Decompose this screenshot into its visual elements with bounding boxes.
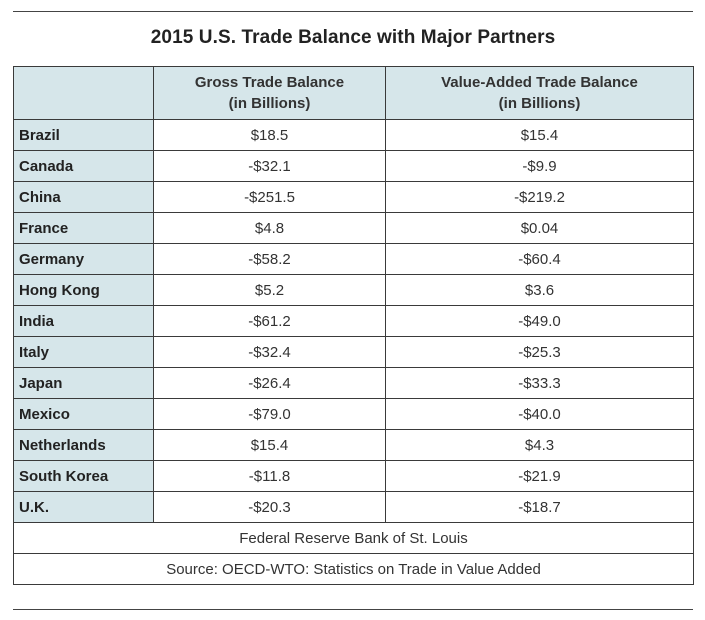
country-cell: France — [13, 212, 154, 244]
value-added-balance-cell: $4.3 — [385, 429, 694, 461]
table-row: Brazil $18.5 $15.4 — [13, 119, 694, 151]
credit-row: Federal Reserve Bank of St. Louis — [13, 522, 694, 554]
country-cell: India — [13, 305, 154, 337]
value-added-balance-cell: -$49.0 — [385, 305, 694, 337]
bottom-divider — [13, 609, 693, 610]
value-added-balance-cell: -$60.4 — [385, 243, 694, 275]
gross-balance-cell: -$251.5 — [153, 181, 386, 213]
country-cell: China — [13, 181, 154, 213]
gross-balance-cell: -$20.3 — [153, 491, 386, 523]
value-added-balance-cell: $3.6 — [385, 274, 694, 306]
table-row: India -$61.2 -$49.0 — [13, 305, 694, 337]
country-cell: South Korea — [13, 460, 154, 492]
country-cell: Japan — [13, 367, 154, 399]
value-added-balance-cell: $15.4 — [385, 119, 694, 151]
table-row: Netherlands $15.4 $4.3 — [13, 429, 694, 461]
header-gross-line2: (in Billions) — [228, 95, 311, 112]
header-row: Gross Trade Balance (in Billions) Value-… — [13, 66, 694, 120]
gross-balance-cell: $18.5 — [153, 119, 386, 151]
gross-balance-cell: -$79.0 — [153, 398, 386, 430]
table-row: Hong Kong $5.2 $3.6 — [13, 274, 694, 306]
value-added-balance-cell: -$40.0 — [385, 398, 694, 430]
table-title: 2015 U.S. Trade Balance with Major Partn… — [150, 27, 556, 48]
gross-balance-cell: -$26.4 — [153, 367, 386, 399]
gross-balance-cell: $5.2 — [153, 274, 386, 306]
country-cell: Canada — [13, 150, 154, 182]
value-added-balance-cell: -$9.9 — [385, 150, 694, 182]
country-cell: U.K. — [13, 491, 154, 523]
table-row: Germany -$58.2 -$60.4 — [13, 243, 694, 275]
source-row: Source: OECD-WTO: Statistics on Trade in… — [13, 553, 694, 585]
value-added-balance-cell: $0.04 — [385, 212, 694, 244]
gross-balance-cell: -$58.2 — [153, 243, 386, 275]
top-divider — [13, 11, 693, 12]
table-body: Brazil $18.5 $15.4 Canada -$32.1 -$9.9 China -$… — [13, 119, 694, 585]
table-row: U.K. -$20.3 -$18.7 — [13, 491, 694, 523]
header-value-added-trade-balance: Value-Added Trade Balance (in Billions) — [385, 66, 694, 120]
table-row: Italy -$32.4 -$25.3 — [13, 336, 694, 368]
value-added-balance-cell: -$21.9 — [385, 460, 694, 492]
gross-balance-cell: -$32.4 — [153, 336, 386, 368]
table-row: Canada -$32.1 -$9.9 — [13, 150, 694, 182]
table-row: Mexico -$79.0 -$40.0 — [13, 398, 694, 430]
table-row: France $4.8 $0.04 — [13, 212, 694, 244]
country-cell: Hong Kong — [13, 274, 154, 306]
header-gross-line1: Gross Trade Balance — [194, 74, 345, 91]
gross-balance-cell: -$32.1 — [153, 150, 386, 182]
value-added-balance-cell: -$33.3 — [385, 367, 694, 399]
gross-balance-cell: $4.8 — [153, 212, 386, 244]
gross-balance-cell: $15.4 — [153, 429, 386, 461]
table-row: China -$251.5 -$219.2 — [13, 181, 694, 213]
value-added-balance-cell: -$18.7 — [385, 491, 694, 523]
header-corner-cell — [13, 66, 154, 120]
gross-balance-cell: -$11.8 — [153, 460, 386, 492]
country-cell: Italy — [13, 336, 154, 368]
value-added-balance-cell: -$25.3 — [385, 336, 694, 368]
credit-cell: Federal Reserve Bank of St. Louis — [13, 522, 694, 554]
table-row: Japan -$26.4 -$33.3 — [13, 367, 694, 399]
source-cell: Source: OECD-WTO: Statistics on Trade in… — [13, 553, 694, 585]
country-cell: Brazil — [13, 119, 154, 151]
table-row: South Korea -$11.8 -$21.9 — [13, 460, 694, 492]
header-value-added-line1: Value-Added Trade Balance — [441, 74, 638, 91]
gross-balance-cell: -$61.2 — [153, 305, 386, 337]
country-cell: Mexico — [13, 398, 154, 430]
country-cell: Germany — [13, 243, 154, 275]
value-added-balance-cell: -$219.2 — [385, 181, 694, 213]
header-gross-trade-balance: Gross Trade Balance (in Billions) — [153, 66, 386, 120]
trade-balance-table: Gross Trade Balance (in Billions) Value-… — [13, 66, 694, 585]
header-value-added-line2: (in Billions) — [498, 95, 581, 112]
country-cell: Netherlands — [13, 429, 154, 461]
